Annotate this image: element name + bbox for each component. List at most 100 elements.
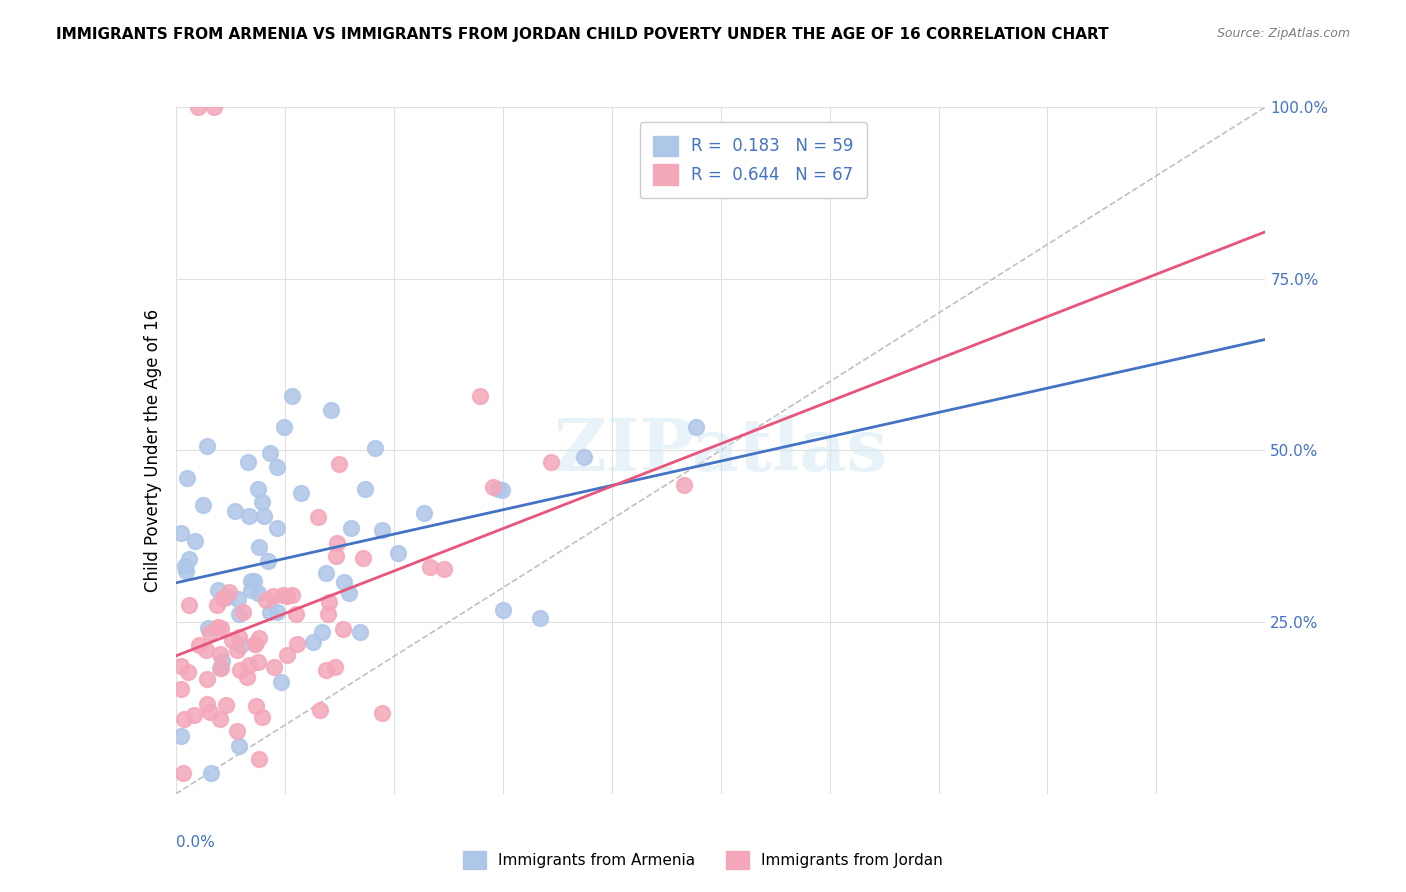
Point [482,480,505,494]
Point [224,504,246,518]
Point [207,620,229,634]
Point [183,707,205,722]
Point [323,660,346,674]
Point [540,455,562,469]
Point [325,549,347,563]
Point [240,583,263,598]
Point [197,621,219,635]
Point [249,541,271,555]
Point [172,766,194,780]
Point [287,637,309,651]
Point [371,706,394,720]
Point [238,455,260,469]
Point [318,595,340,609]
Point [195,642,218,657]
Point [309,703,332,717]
Point [209,648,232,662]
Point [195,673,218,687]
Legend: Immigrants from Armenia, Immigrants from Jordan: Immigrants from Armenia, Immigrants from… [457,845,949,875]
Point [486,482,509,496]
Point [177,665,200,679]
Point [262,590,284,604]
Point [290,486,312,500]
Point [572,450,595,465]
Point [315,663,337,677]
Point [266,605,288,619]
Point [243,637,266,651]
Point [280,388,302,402]
Point [316,607,339,621]
Point [243,574,266,588]
Point [273,420,295,434]
Point [188,638,211,652]
Point [364,441,387,455]
Text: ZIPatlas: ZIPatlas [554,415,887,486]
Point [205,599,228,613]
Point [195,698,218,712]
Point [349,625,371,640]
Point [315,566,337,580]
Point [319,402,342,417]
Point [246,483,269,497]
Point [412,507,434,521]
Point [209,661,232,675]
Point [191,498,214,512]
Point [328,457,350,471]
Point [276,648,298,662]
Point [259,446,281,460]
Point [245,699,267,714]
Point [217,591,239,605]
Point [311,624,333,639]
Point [198,706,221,720]
Point [270,674,292,689]
Y-axis label: Child Poverty Under the Age of 16: Child Poverty Under the Age of 16 [143,309,162,592]
Point [352,550,374,565]
Point [209,621,232,635]
Point [218,584,240,599]
Point [225,643,247,657]
Point [200,626,222,640]
Point [173,712,195,726]
Point [433,561,456,575]
Point [243,637,266,651]
Point [207,582,229,597]
Point [184,534,207,549]
Point [307,510,329,524]
Point [284,607,307,622]
Point [325,536,347,550]
Point [276,590,298,604]
Point [229,663,252,677]
Point [236,670,259,684]
Point [229,638,252,652]
Point [250,710,273,724]
Point [271,588,294,602]
Point [259,605,281,619]
Point [340,521,363,535]
Point [263,660,285,674]
Point [211,591,233,605]
Point [232,605,254,619]
Point [280,588,302,602]
Point [228,630,250,644]
Point [221,633,243,648]
Point [256,553,278,567]
Point [209,712,232,726]
Point [177,598,200,612]
Point [266,460,288,475]
Point [238,657,260,672]
Point [387,546,409,560]
Point [208,661,231,675]
Point [228,739,250,753]
Point [239,574,262,589]
Point [492,603,515,617]
Point [211,591,233,606]
Point [371,523,394,537]
Point [170,659,193,673]
Point [186,100,209,114]
Point [200,766,222,780]
Point [174,564,197,578]
Point [170,681,193,696]
Point [491,483,513,498]
Text: IMMIGRANTS FROM ARMENIA VS IMMIGRANTS FROM JORDAN CHILD POVERTY UNDER THE AGE OF: IMMIGRANTS FROM ARMENIA VS IMMIGRANTS FR… [56,27,1109,42]
Point [238,508,260,523]
